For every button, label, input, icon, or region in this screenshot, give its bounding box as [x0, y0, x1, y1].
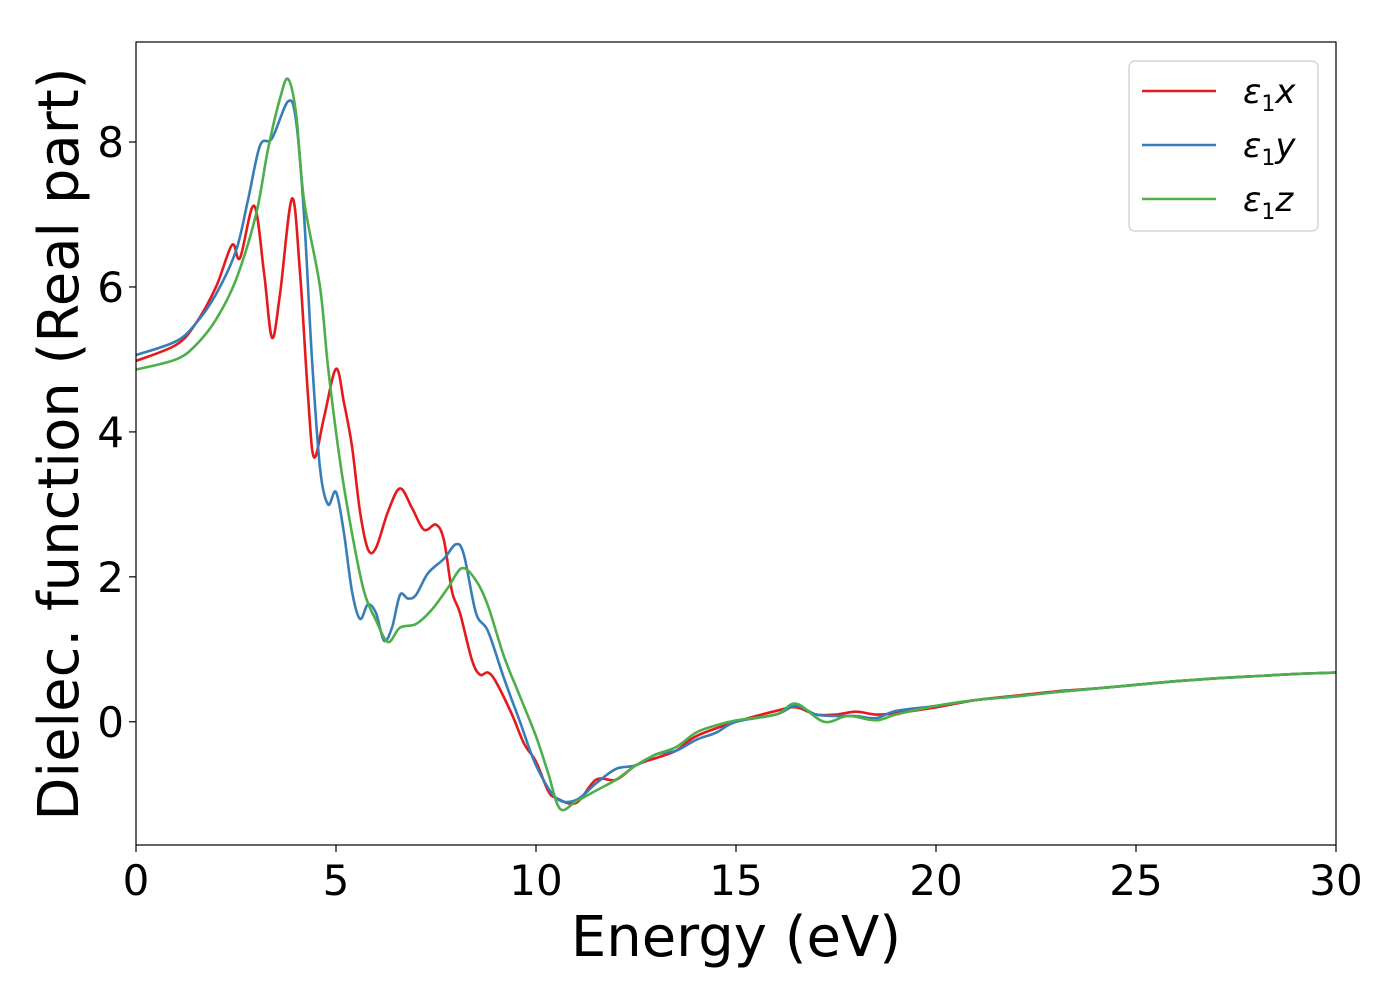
- x-tick-label: 10: [509, 856, 562, 905]
- legend-box: [1128, 60, 1319, 232]
- y-tick-label: 2: [97, 553, 124, 602]
- legend: ε1x ε1y ε1z: [1128, 60, 1319, 232]
- legend-label-y: ε1y: [1243, 126, 1296, 171]
- y-tick-label: 4: [97, 408, 124, 457]
- y-tick-label: 0: [97, 698, 124, 747]
- x-tick-label: 15: [709, 856, 762, 905]
- y-tick-label: 8: [97, 118, 124, 167]
- y-axis-label: Dielec. function (Real part): [27, 67, 92, 820]
- x-tick-label: 25: [1109, 856, 1162, 905]
- y-tick-label: 6: [97, 263, 124, 312]
- ticks-layer: 0 5 10 15 20 25 30 0 2 4 6 8: [97, 118, 1362, 905]
- series-layer: [136, 77, 1336, 812]
- series-line-x: [136, 197, 1336, 806]
- legend-label-z: ε1z: [1243, 180, 1294, 225]
- x-axis-label: Energy (eV): [571, 905, 901, 970]
- x-tick-label: 30: [1309, 856, 1362, 905]
- x-tick-label: 0: [123, 856, 150, 905]
- x-tick-label: 20: [909, 856, 962, 905]
- series-line-z: [136, 77, 1336, 812]
- legend-label-x: ε1x: [1243, 72, 1296, 117]
- x-tick-label: 5: [323, 856, 350, 905]
